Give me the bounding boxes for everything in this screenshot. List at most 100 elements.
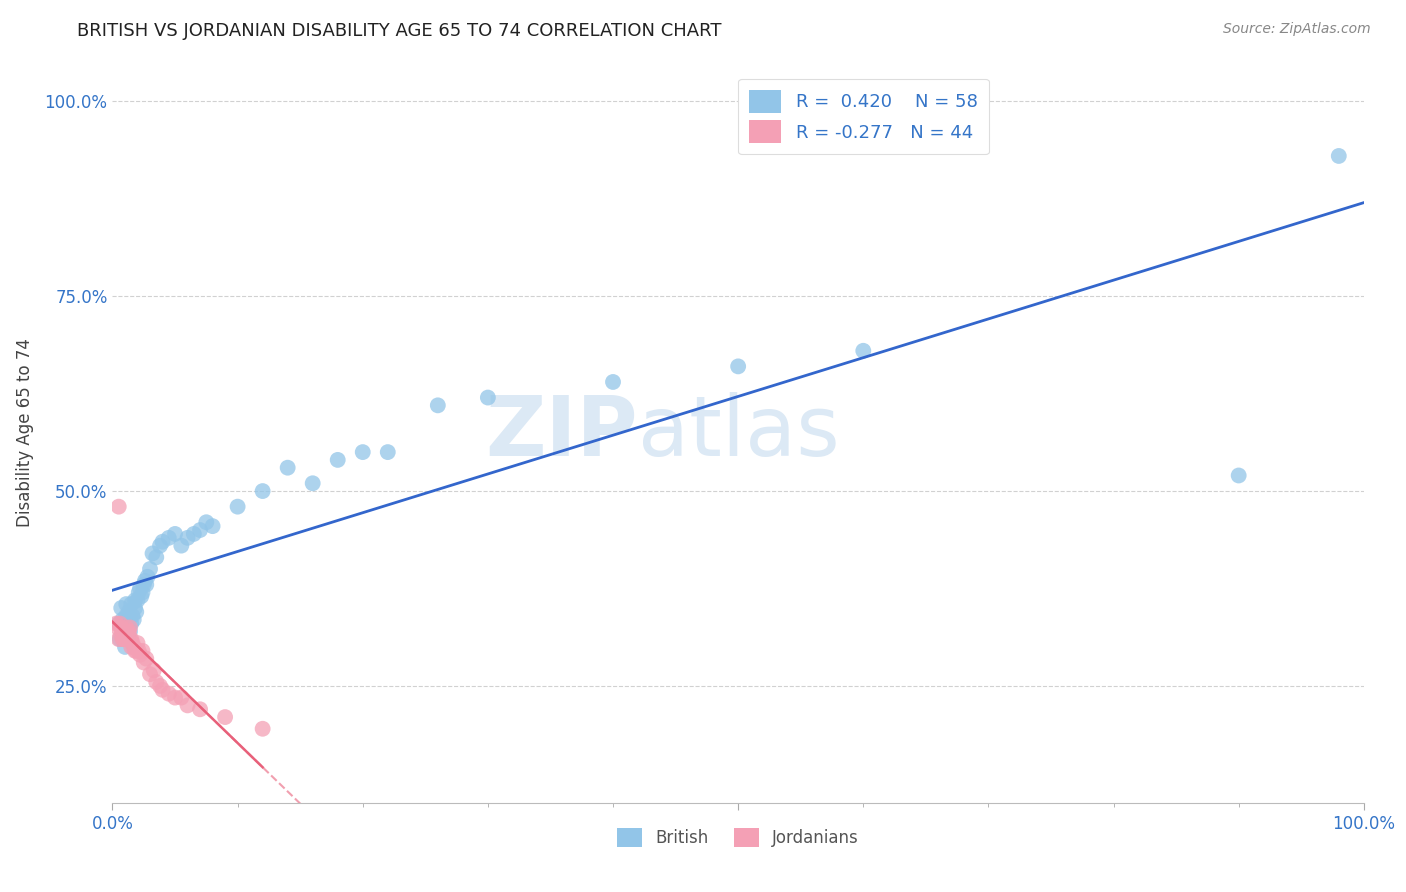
Point (107, 616, 129, 631)
Point (115, 597, 138, 611)
Point (117, 624, 139, 639)
Point (124, 601, 146, 615)
Point (112, 624, 135, 639)
Text: Source: ZipAtlas.com: Source: ZipAtlas.com (1223, 22, 1371, 37)
Point (1327, 149, 1350, 163)
Point (157, 687, 180, 701)
Point (107, 620, 129, 634)
Point (118, 620, 141, 634)
Point (301, 476, 323, 491)
Point (120, 616, 142, 631)
Point (118, 605, 141, 619)
Point (121, 608, 143, 623)
Point (115, 620, 138, 634)
Point (132, 577, 155, 591)
Text: atlas: atlas (638, 392, 839, 473)
Point (118, 620, 141, 634)
Point (120, 597, 142, 611)
Point (118, 624, 141, 639)
Point (118, 628, 141, 642)
Point (352, 445, 374, 459)
Point (129, 582, 152, 596)
Point (128, 585, 150, 599)
Point (110, 601, 132, 615)
Point (124, 593, 146, 607)
Point (108, 632, 131, 647)
Point (145, 675, 167, 690)
Point (125, 644, 148, 658)
Point (105, 616, 128, 631)
Point (157, 531, 180, 545)
Point (111, 632, 134, 647)
Point (135, 651, 157, 665)
Point (127, 593, 149, 607)
Point (107, 632, 129, 647)
Point (136, 570, 159, 584)
Point (110, 620, 132, 634)
Point (188, 702, 211, 716)
Point (170, 690, 193, 705)
Point (1227, 468, 1250, 483)
Point (326, 453, 349, 467)
Point (125, 605, 148, 619)
Point (176, 531, 198, 545)
Point (122, 640, 145, 654)
Point (277, 460, 299, 475)
Point (128, 644, 150, 658)
Point (120, 640, 142, 654)
Point (111, 624, 134, 639)
Point (114, 624, 136, 639)
Y-axis label: Disability Age 65 to 74: Disability Age 65 to 74 (15, 338, 34, 527)
Point (377, 445, 399, 459)
Point (118, 624, 141, 639)
Point (117, 613, 139, 627)
Point (131, 644, 153, 658)
Point (852, 343, 875, 358)
Point (477, 391, 499, 405)
Point (117, 632, 139, 647)
Point (107, 500, 129, 514)
Point (120, 632, 142, 647)
Point (152, 534, 174, 549)
Point (176, 698, 198, 713)
Point (145, 550, 167, 565)
Point (127, 636, 149, 650)
Point (226, 500, 249, 514)
Point (183, 527, 205, 541)
Point (134, 574, 156, 588)
Point (131, 585, 153, 599)
Point (129, 589, 152, 603)
Text: BRITISH VS JORDANIAN DISABILITY AGE 65 TO 74 CORRELATION CHART: BRITISH VS JORDANIAN DISABILITY AGE 65 T… (77, 22, 721, 40)
Point (121, 636, 143, 650)
Point (602, 375, 624, 389)
Point (252, 722, 274, 736)
Point (111, 613, 134, 627)
Text: ZIP: ZIP (485, 392, 638, 473)
Point (201, 519, 224, 533)
Point (135, 577, 157, 591)
Point (163, 527, 186, 541)
Point (727, 359, 749, 374)
Point (108, 616, 131, 631)
Point (152, 682, 174, 697)
Point (163, 690, 186, 705)
Point (115, 628, 138, 642)
Point (122, 613, 145, 627)
Legend: British, Jordanians: British, Jordanians (610, 822, 866, 854)
Point (214, 710, 236, 724)
Point (114, 624, 136, 639)
Point (132, 656, 155, 670)
Point (149, 539, 172, 553)
Point (142, 663, 165, 677)
Point (188, 523, 211, 537)
Point (426, 398, 449, 412)
Point (170, 539, 193, 553)
Point (195, 515, 218, 529)
Point (112, 632, 135, 647)
Point (252, 484, 274, 499)
Point (114, 640, 136, 654)
Point (139, 562, 162, 576)
Point (118, 608, 141, 623)
Point (129, 648, 152, 662)
Point (112, 620, 135, 634)
